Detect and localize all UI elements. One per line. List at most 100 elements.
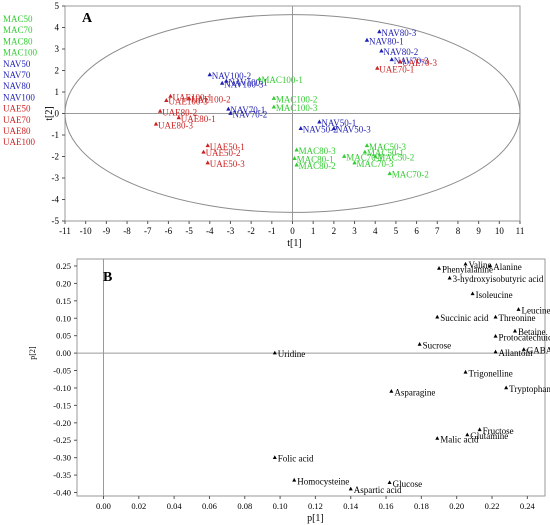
y-tick-label: -0.35 [53, 470, 71, 480]
loading-point [465, 432, 470, 437]
loading-point [477, 427, 482, 432]
x-tick-label: 0.06 [202, 501, 217, 511]
score-point [205, 160, 210, 165]
loading-point [348, 486, 353, 491]
x-tick-label: 7 [435, 226, 440, 236]
loading-point-label: 3-hydroxyisobutyric acid [453, 274, 544, 284]
loading-point [488, 263, 493, 268]
score-point-label: MAC50-2 [377, 153, 414, 163]
legend-entry: NAV50 [3, 59, 31, 69]
score-point-label: MAC100-2 [276, 94, 318, 104]
score-point [228, 110, 233, 115]
loading-point [493, 349, 498, 354]
legend-entry: NAV80 [3, 81, 31, 91]
score-point-label: NAV70-2 [232, 110, 267, 120]
score-point [226, 106, 231, 111]
score-point [364, 37, 370, 42]
loading-point [463, 369, 468, 374]
score-point [164, 98, 169, 102]
score-point-label: NAV100-2 [212, 71, 251, 81]
x-tick-label: 6 [414, 226, 419, 236]
score-point-label: MAC70-3 [357, 159, 395, 169]
y-tick-label: -0.20 [53, 418, 71, 428]
score-point-label: UAE70-1 [379, 64, 414, 74]
x-tick-label: 3 [352, 226, 357, 236]
score-point [379, 48, 384, 53]
score-point-label: NAV50-1 [321, 118, 356, 128]
score-point-label: UAE80-2 [162, 107, 197, 117]
y-tick-label: -4 [52, 195, 60, 205]
score-point [397, 59, 403, 64]
score-point-label: MAC80-1 [297, 155, 334, 165]
score-point [331, 125, 337, 130]
score-point [205, 143, 210, 148]
score-point [373, 153, 378, 158]
loading-point-label: Glucose [393, 479, 423, 489]
x-tick-label: -5 [185, 226, 193, 236]
loading-point [470, 291, 475, 296]
y-tick-label: 3 [55, 44, 60, 54]
legend-entry: UAE50 [3, 104, 31, 114]
score-point [224, 78, 229, 83]
score-point [352, 160, 357, 165]
score-point [168, 93, 173, 98]
score-point-label: NAV70-1 [230, 105, 265, 115]
score-point [342, 153, 347, 158]
y-tick-label: 1 [55, 87, 60, 97]
legend-entry: MAC50 [3, 14, 33, 24]
loading-point [435, 314, 440, 319]
y-tick-label: 0.05 [56, 331, 71, 341]
loading-point [417, 341, 422, 346]
legend-entry: MAC100 [3, 48, 38, 58]
loading-point [493, 314, 498, 319]
loading-point-label: Leucine [522, 306, 550, 316]
loading-point [272, 455, 277, 459]
x-tick-label: 0.10 [273, 501, 288, 511]
loading-point [387, 480, 392, 485]
score-point-label: NAV100-3 [224, 79, 264, 89]
loading-point-label: Aspartic acid [354, 485, 402, 495]
y-tick-label: 0.10 [56, 313, 71, 323]
y-tick-label: 5 [55, 1, 60, 11]
x-tick-label: 0 [290, 226, 295, 236]
score-point-label: NAV50-2 [303, 125, 338, 135]
x-tick-label: 0.08 [237, 501, 252, 511]
x-axis-label: t[1] [287, 238, 301, 249]
score-point-label: MAC70-1 [346, 153, 383, 163]
loading-point [292, 477, 297, 482]
loading-point-label: Fructose [483, 426, 514, 436]
loading-point [493, 333, 498, 338]
y-tick-label: -0.05 [53, 366, 71, 376]
loading-point [521, 347, 526, 351]
score-point-label: MAC70-2 [392, 170, 429, 180]
score-point [298, 125, 303, 130]
loading-point-label: Protocatechuic acid [499, 332, 550, 342]
score-point-label: NAV70-3 [394, 56, 429, 66]
loading-point [435, 436, 440, 440]
score-point-label: UAE80-1 [181, 114, 216, 124]
score-point [207, 72, 212, 77]
y-tick-label: 0.00 [56, 348, 71, 358]
y-tick-label: 0.20 [56, 278, 71, 288]
score-point [375, 65, 380, 70]
legend-entry: UAE80 [3, 126, 31, 136]
loading-point-label: Folic acid [278, 454, 314, 464]
x-tick-label: 0.22 [485, 501, 500, 511]
loading-point [463, 261, 468, 266]
score-point-label: MAC50-1 [367, 148, 404, 158]
y-tick-label: 2 [55, 66, 60, 76]
legend-entry: UAE100 [3, 137, 35, 147]
x-tick-label: -4 [206, 226, 214, 236]
loading-point-label: Valine [469, 260, 492, 270]
x-tick-label: -2 [247, 226, 255, 236]
loading-plot-panel: 0.00 0.02 0.04 0.06 0.08 0.10 0.12 0.14 0.16 0.18… [28, 258, 550, 524]
x-tick-label: 0.14 [343, 501, 359, 511]
legend-entry: MAC70 [3, 25, 33, 35]
x-tick-label: 9 [476, 226, 481, 236]
score-point-label: UAE100-2 [191, 94, 231, 104]
loading-plot-frame [76, 258, 546, 497]
panel-letter: B [103, 270, 112, 285]
legend-entry: NAV100 [3, 92, 35, 102]
x-tick-label: -8 [123, 226, 131, 236]
